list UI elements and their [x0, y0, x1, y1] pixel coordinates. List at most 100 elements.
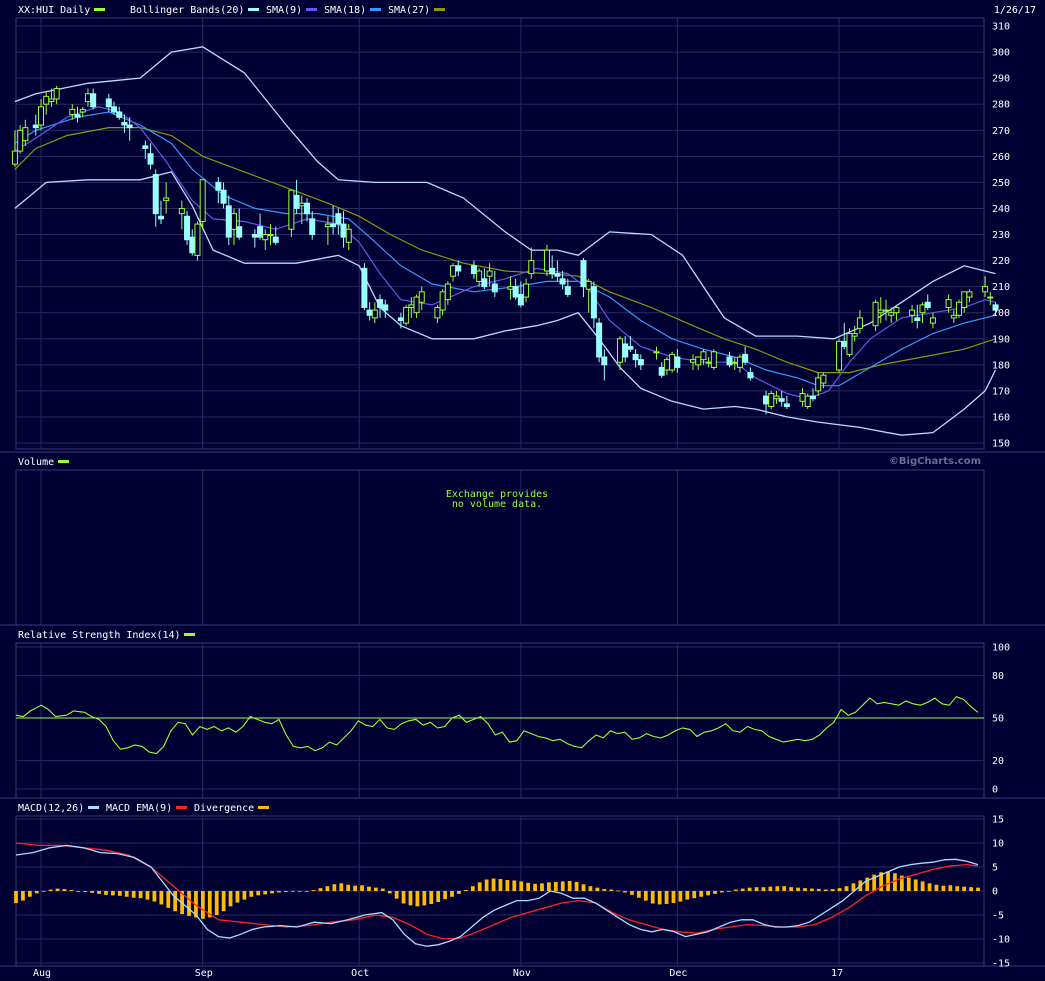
candle-body: [580, 260, 587, 288]
price-y-tick: 170: [992, 386, 1010, 397]
divergence-bar: [713, 891, 717, 894]
divergence-bar: [685, 891, 690, 900]
candle-body: [929, 317, 936, 324]
macd-y-tick: 10: [992, 839, 1004, 850]
candle-body: [11, 150, 18, 165]
price-y-tick: 210: [992, 282, 1010, 293]
divergence-bar: [955, 886, 960, 891]
legend-label: Relative Strength Index(14): [18, 630, 181, 641]
candle-body: [455, 265, 462, 272]
candle-body: [408, 304, 415, 308]
divergence-bar: [643, 891, 648, 901]
candle-body: [809, 395, 816, 400]
divergence-bar: [803, 888, 807, 891]
candle-body: [982, 286, 989, 293]
divergence-bar: [401, 891, 406, 904]
candle-body: [768, 392, 775, 408]
candle-body: [956, 301, 963, 316]
candle-body: [74, 114, 81, 118]
divergence-bar: [526, 882, 531, 891]
candle-body: [199, 179, 206, 222]
rsi-y-tick: 50: [992, 714, 1004, 725]
price-y-tick: 290: [992, 74, 1010, 85]
candle-body: [403, 306, 410, 324]
divergence-bar: [373, 887, 378, 891]
divergence-bar: [533, 883, 537, 891]
divergence-bar: [547, 882, 551, 891]
divergence-bar: [457, 891, 461, 894]
candle-body: [43, 95, 50, 105]
divergence-bar: [277, 891, 281, 893]
candle-body: [742, 353, 749, 363]
price-y-tick: 280: [992, 100, 1010, 111]
divergence-bar: [263, 891, 268, 895]
divergence-bar: [636, 891, 641, 898]
divergence-bar: [893, 873, 897, 891]
legend-swatch: [258, 806, 269, 809]
divergence-bar: [796, 887, 800, 891]
divergence-bar: [290, 891, 295, 892]
rsi-y-tick: 0: [992, 785, 998, 796]
candle-body: [298, 202, 305, 207]
candle-body: [893, 306, 900, 314]
candle-body: [382, 304, 389, 311]
candle-body: [799, 392, 806, 402]
divergence-bar: [470, 886, 475, 891]
x-tick-label: Aug: [33, 968, 51, 979]
candle-body: [262, 234, 269, 241]
divergence-bar: [311, 890, 316, 891]
divergence-bar: [207, 891, 212, 918]
legend-label: SMA(18): [324, 5, 366, 16]
candle-body: [215, 181, 222, 191]
divergence-bar: [394, 891, 399, 899]
divergence-bar: [664, 891, 669, 904]
x-tick-label: Nov: [513, 968, 531, 979]
candle-body: [53, 88, 60, 100]
divergence-bar: [609, 889, 614, 891]
sma27-line: [14, 126, 996, 374]
divergence-bar: [872, 874, 877, 891]
divergence-bar: [837, 888, 842, 891]
rsi-panel: [15, 696, 984, 755]
candle-body: [79, 108, 86, 113]
legend-swatch: [434, 8, 445, 11]
divergence-bar: [443, 891, 447, 900]
candle-body: [773, 395, 780, 400]
candle-body: [601, 356, 608, 366]
candle-body: [815, 377, 822, 392]
candle-body: [783, 403, 790, 408]
divergence-bar: [242, 891, 247, 900]
candle-body: [105, 98, 112, 108]
candle-body: [470, 265, 477, 275]
candle-body: [658, 366, 665, 376]
divergence-bar: [69, 890, 74, 891]
candle-body: [288, 189, 295, 230]
legend-label: Bollinger Bands(20): [130, 5, 244, 16]
legend-swatch: [370, 8, 381, 11]
candle-body: [111, 106, 118, 113]
candle-body: [627, 346, 634, 350]
divergence-bar: [325, 886, 330, 891]
divergence-bar: [62, 889, 67, 891]
candle-body: [616, 338, 623, 363]
candle-body: [340, 223, 347, 238]
candle-body: [163, 197, 170, 202]
divergence-bar: [124, 891, 129, 897]
divergence-bar: [740, 888, 745, 891]
candle-body: [309, 218, 316, 236]
price-y-tick: 180: [992, 360, 1010, 371]
rsi-y-tick: 80: [992, 671, 1004, 682]
candle-body: [434, 306, 441, 319]
volume-note-line1: Exchange provides: [446, 489, 548, 500]
divergence-bar: [816, 889, 821, 891]
candle-body: [152, 174, 159, 215]
candle-body: [257, 226, 264, 238]
candle-body: [710, 351, 717, 368]
price-y-tick: 190: [992, 334, 1010, 345]
divergence-bar: [657, 891, 662, 905]
price-y-tick: 270: [992, 126, 1010, 137]
macd-y-tick: 5: [992, 863, 998, 874]
divergence-bar: [152, 891, 157, 902]
candle-body: [851, 333, 858, 337]
divergence-bar: [588, 886, 593, 891]
